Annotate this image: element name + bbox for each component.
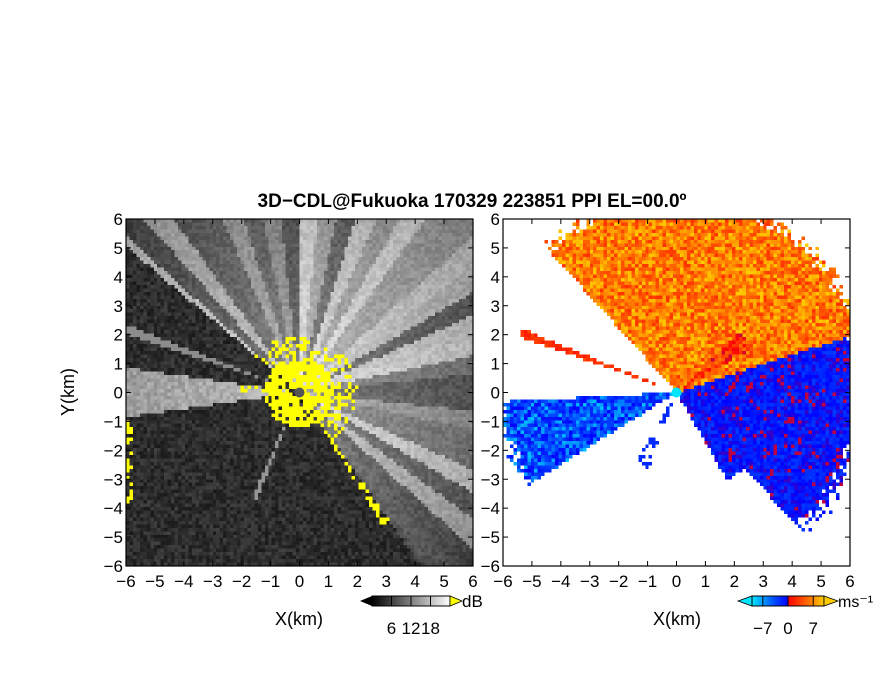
- y-tick-label: 2: [114, 326, 123, 345]
- y-tick-label: −1: [104, 412, 123, 431]
- y-tick-label: 4: [114, 268, 123, 287]
- x-tick-label: 2: [730, 572, 739, 591]
- y-tick-label: 1: [114, 355, 123, 374]
- y-tick-label: 5: [491, 239, 500, 258]
- x-tick-label: 6: [845, 572, 854, 591]
- y-tick-label: 0: [491, 384, 500, 403]
- y-tick-label: −6: [481, 557, 500, 576]
- x-tick-label: 3: [382, 572, 391, 591]
- radar-site-marker: [294, 387, 305, 398]
- y-tick-label: −4: [481, 499, 500, 518]
- x-tick-label: −3: [580, 572, 599, 591]
- reflectivity-colorbar: 6 12 18 dB: [360, 592, 483, 638]
- x-tick-label: −1: [638, 572, 657, 591]
- colorbar-tick-label: 6: [387, 619, 396, 638]
- x-tick-label: −5: [145, 572, 164, 591]
- colorbar-tick-label: 12: [402, 619, 421, 638]
- figure-title: 3D−CDL@Fukuoka 170329 223851 PPI EL=00.0…: [258, 191, 687, 212]
- y-tick-label: −5: [481, 528, 500, 547]
- x-axis-label-left: X(km): [275, 609, 323, 629]
- x-tick-label: −2: [609, 572, 628, 591]
- y-tick-label: 3: [491, 297, 500, 316]
- x-tick-label: −2: [232, 572, 251, 591]
- velocity-field: [503, 219, 850, 566]
- y-tick-label: 6: [114, 210, 123, 229]
- x-tick-label: 5: [816, 572, 825, 591]
- colorbar-over-arrow: [823, 595, 840, 607]
- x-tick-label: 2: [353, 572, 362, 591]
- colorbar-tick-label: −7: [753, 619, 772, 638]
- y-tick-label: 0: [114, 384, 123, 403]
- y-tick-label: −1: [481, 412, 500, 431]
- x-tick-label: 0: [672, 572, 681, 591]
- y-tick-label: −2: [104, 441, 123, 460]
- colorbar-unit-ms: ms⁻¹: [838, 594, 873, 611]
- x-axis-label-right: X(km): [653, 609, 701, 629]
- y-tick-label: 1: [491, 355, 500, 374]
- y-axis-label: Y(km): [58, 368, 78, 416]
- y-tick-label: 5: [114, 239, 123, 258]
- y-tick-label: −5: [104, 528, 123, 547]
- colorbar-under-arrow: [736, 595, 753, 607]
- x-tick-label: 5: [439, 572, 448, 591]
- radar-site-marker: [671, 387, 682, 398]
- x-tick-label: −6: [493, 572, 512, 591]
- x-tick-label: 4: [410, 572, 419, 591]
- y-tick-label: 6: [491, 210, 500, 229]
- y-tick-label: 2: [491, 326, 500, 345]
- x-tick-label: 6: [468, 572, 477, 591]
- colorbar-under-arrow: [360, 596, 372, 606]
- y-tick-label: −2: [481, 441, 500, 460]
- x-tick-label: 0: [295, 572, 304, 591]
- y-tick-label: −3: [481, 470, 500, 489]
- colorbar-tick-label: 18: [421, 619, 440, 638]
- y-tick-label: 4: [491, 268, 500, 287]
- y-tick-label: −3: [104, 470, 123, 489]
- x-tick-label: 3: [759, 572, 768, 591]
- x-tick-label: −4: [551, 572, 570, 591]
- reflectivity-field: [126, 219, 473, 566]
- x-tick-label: −3: [203, 572, 222, 591]
- x-tick-label: −4: [174, 572, 193, 591]
- y-tick-label: −6: [104, 557, 123, 576]
- colorbar-tick-label: 7: [808, 619, 817, 638]
- y-tick-label: −4: [104, 499, 123, 518]
- colorbar-over-arrow: [449, 595, 464, 607]
- x-tick-label: 4: [787, 572, 796, 591]
- y-tick-label: 3: [114, 297, 123, 316]
- x-tick-label: −1: [261, 572, 280, 591]
- velocity-colorbar: −7 0 7 ms⁻¹: [736, 594, 873, 638]
- colorbar-unit-db: dB: [462, 592, 483, 611]
- x-tick-label: 1: [324, 572, 333, 591]
- x-tick-label: −6: [116, 572, 135, 591]
- x-tick-label: 1: [701, 572, 710, 591]
- x-tick-label: −5: [522, 572, 541, 591]
- colorbar-tick-label: 0: [783, 619, 792, 638]
